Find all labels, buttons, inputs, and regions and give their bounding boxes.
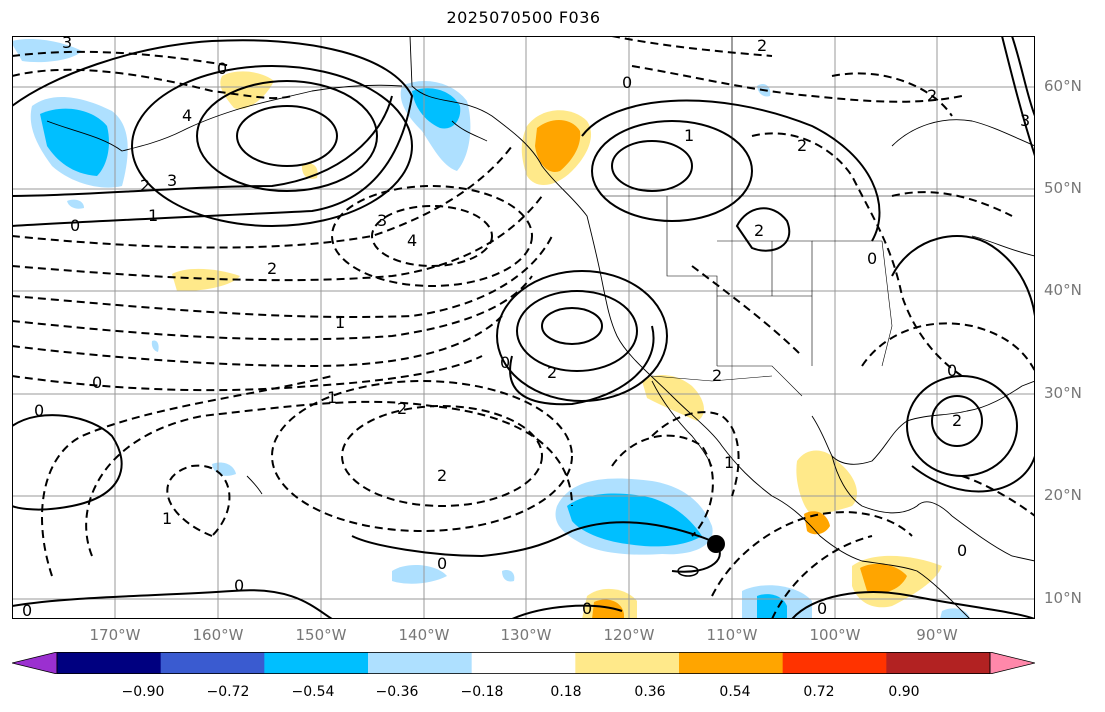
contour-label: 2: [437, 466, 447, 485]
contour-label: 0: [582, 599, 592, 618]
graticule: [12, 36, 1035, 619]
map-title: 2025070500 F036: [446, 8, 601, 27]
small-contour: [677, 565, 699, 577]
lat-label: 30°N: [1044, 384, 1082, 402]
colorbar-segment: [264, 652, 369, 674]
contour-label: 1: [335, 313, 345, 332]
contour-label: 2: [757, 36, 767, 55]
colorbar-extend-low: [11, 651, 58, 675]
colorbar-tick: −0.36: [375, 684, 419, 700]
lon-label: 90°W: [916, 626, 958, 644]
colorbar-tick: −0.54: [291, 684, 335, 700]
lat-label: 20°N: [1044, 486, 1082, 504]
political-borders: [602, 36, 1035, 397]
contour-label: 0: [217, 59, 227, 78]
lon-label: 120°W: [603, 626, 655, 644]
lon-label: 170°W: [89, 626, 141, 644]
lon-label: 100°W: [809, 626, 861, 644]
contour-label: 2: [267, 259, 277, 278]
contour-label: 0: [500, 353, 510, 372]
contour-label: 0: [70, 216, 80, 235]
contours-solid: [12, 36, 1035, 619]
colorbar-extend-high: [989, 651, 1036, 675]
contour-label: 0: [957, 541, 967, 560]
contour-label: 2: [712, 366, 722, 385]
lat-label: 50°N: [1044, 179, 1082, 197]
colorbar-tick: 0.54: [719, 684, 751, 700]
contour-label: 0: [947, 361, 957, 380]
contour-label: 1: [148, 206, 158, 225]
colorbar-segment: [471, 652, 576, 674]
colorbar-tick: −0.18: [460, 684, 504, 700]
colorbar-segment: [368, 652, 473, 674]
contour-label: 1: [327, 388, 337, 407]
contour-label: 2: [952, 411, 962, 430]
contour-label: 1: [724, 453, 734, 472]
contour-label: 3: [377, 211, 387, 230]
contour-label: 3: [167, 171, 177, 190]
lat-label: 10°N: [1044, 589, 1082, 607]
lon-label: 150°W: [295, 626, 347, 644]
contours-dashed: [12, 36, 1035, 619]
lon-label: 110°W: [706, 626, 758, 644]
contour-label: 1: [162, 509, 172, 528]
lon-label: 160°W: [192, 626, 244, 644]
lat-label: 60°N: [1044, 77, 1082, 95]
map-panel: 0 1 2 3 4 0 2 3 4 1 0 1 2 2 1 0 0 0 0 0 …: [12, 36, 1035, 619]
contour-label: 0: [622, 73, 632, 92]
lon-label: 130°W: [500, 626, 552, 644]
map-canvas: 0 1 2 3 4 0 2 3 4 1 0 1 2 2 1 0 0 0 0 0 …: [12, 36, 1035, 619]
location-marker: [707, 535, 725, 553]
lat-label: 40°N: [1044, 281, 1082, 299]
contour-label: 3: [1020, 111, 1030, 130]
contour-label: 2: [927, 86, 937, 105]
contour-label: 0: [22, 601, 32, 619]
contour-label: 1: [684, 126, 694, 145]
lon-label: 140°W: [398, 626, 450, 644]
colorbar-segment: [575, 652, 680, 674]
contour-label: 2: [140, 176, 150, 195]
contour-label: 4: [182, 106, 192, 125]
shading-layer: [12, 39, 970, 619]
colorbar-tick: 0.90: [888, 684, 920, 700]
colorbar-segment: [57, 652, 162, 674]
contour-label: 0: [817, 599, 827, 618]
colorbar-segment: [886, 652, 991, 674]
contour-label-group: 0 1 2 3 4 0 2 3 4 1 0 1 2 2 1 0 0 0 0 0 …: [22, 36, 1030, 619]
colorbar-tick: 0.36: [634, 684, 666, 700]
contour-label: 0: [34, 401, 44, 420]
colorbar-svg: [11, 651, 1036, 675]
colorbar-segment: [160, 652, 265, 674]
contour-label: 2: [797, 136, 807, 155]
contour-label: 4: [407, 231, 417, 250]
colorbar-tick: 0.18: [550, 684, 582, 700]
colorbar: [11, 651, 1036, 675]
contour-label: 0: [437, 554, 447, 573]
colorbar-segment: [782, 652, 887, 674]
contour-label: 0: [867, 249, 877, 268]
colorbar-tick: 0.72: [803, 684, 835, 700]
contour-label: 2: [397, 399, 407, 418]
colorbar-segment: [679, 652, 784, 674]
contour-label: 0: [234, 576, 244, 595]
contour-label: 3: [62, 36, 72, 52]
colorbar-tick: −0.90: [121, 684, 165, 700]
contour-label: 0: [92, 373, 102, 392]
contour-label: 2: [754, 221, 764, 240]
colorbar-tick: −0.72: [206, 684, 250, 700]
colorbar-frame: [56, 652, 991, 674]
contour-label: 2: [547, 363, 557, 382]
